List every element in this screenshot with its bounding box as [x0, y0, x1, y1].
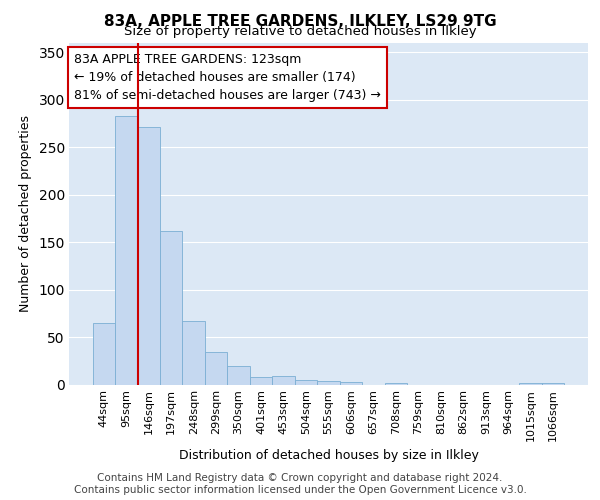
Bar	[92, 323, 115, 385]
Bar	[385, 383, 407, 385]
Bar	[295, 380, 317, 385]
Text: Contains HM Land Registry data © Crown copyright and database right 2024.
Contai: Contains HM Land Registry data © Crown c…	[74, 474, 526, 495]
Bar	[205, 352, 227, 385]
Bar	[227, 366, 250, 385]
Bar	[182, 322, 205, 385]
Bar	[115, 116, 137, 385]
Bar	[317, 381, 340, 385]
Bar	[520, 383, 542, 385]
Bar	[137, 127, 160, 385]
Bar	[160, 231, 182, 385]
Bar	[340, 382, 362, 385]
Text: 83A APPLE TREE GARDENS: 123sqm
← 19% of detached houses are smaller (174)
81% of: 83A APPLE TREE GARDENS: 123sqm ← 19% of …	[74, 53, 381, 102]
Bar	[542, 383, 565, 385]
Y-axis label: Number of detached properties: Number of detached properties	[19, 116, 32, 312]
X-axis label: Distribution of detached houses by size in Ilkley: Distribution of detached houses by size …	[179, 449, 478, 462]
Text: 83A, APPLE TREE GARDENS, ILKLEY, LS29 9TG: 83A, APPLE TREE GARDENS, ILKLEY, LS29 9T…	[104, 14, 496, 29]
Text: Size of property relative to detached houses in Ilkley: Size of property relative to detached ho…	[124, 25, 476, 38]
Bar	[272, 376, 295, 385]
Bar	[250, 378, 272, 385]
